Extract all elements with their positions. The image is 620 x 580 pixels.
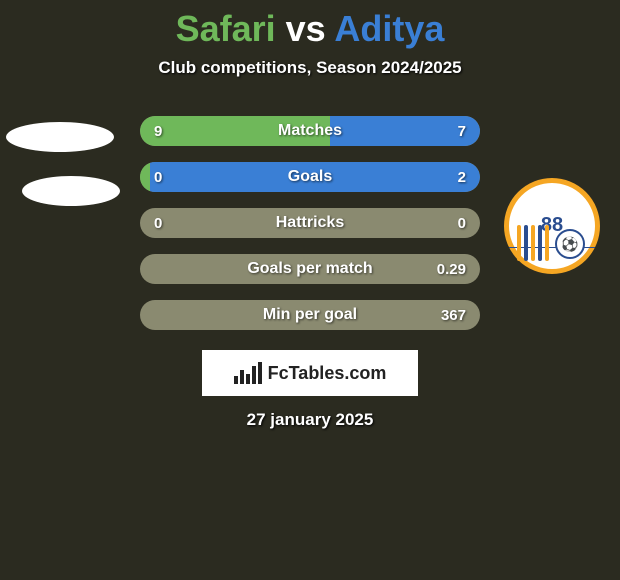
stat-value-left: 0 xyxy=(154,215,162,232)
player2-name: Aditya xyxy=(334,8,444,49)
club-badge: 88 ⚽ xyxy=(504,178,600,274)
stat-label: Matches xyxy=(140,122,480,140)
stat-label: Min per goal xyxy=(140,306,480,324)
stat-label: Goals per match xyxy=(140,260,480,278)
player1-name: Safari xyxy=(176,8,276,49)
badge-stripes xyxy=(517,225,549,261)
stat-row: Min per goal367 xyxy=(140,300,480,330)
stat-label: Goals xyxy=(140,168,480,186)
stat-value-right: 7 xyxy=(458,123,466,140)
stat-row: Matches9 7 xyxy=(140,116,480,146)
badge-stripe xyxy=(524,225,528,261)
stat-row: Hattricks0 0 xyxy=(140,208,480,238)
brand-logo: FcTables.com xyxy=(202,350,418,396)
decor-ellipse xyxy=(22,176,120,206)
brand-text: FcTables.com xyxy=(268,363,387,384)
badge-stripe xyxy=(517,225,521,261)
stat-value-left: 0 xyxy=(154,169,162,186)
stat-label: Hattricks xyxy=(140,214,480,232)
page-title: Safari vs Aditya xyxy=(0,0,620,50)
subtitle: Club competitions, Season 2024/2025 xyxy=(0,58,620,78)
badge-stripe xyxy=(545,225,549,261)
bars-icon xyxy=(234,362,262,384)
stat-row: Goals per match0.29 xyxy=(140,254,480,284)
stat-value-right: 2 xyxy=(458,169,466,186)
badge-stripe xyxy=(531,225,535,261)
stat-value-right: 367 xyxy=(441,307,466,324)
soccer-ball-icon: ⚽ xyxy=(555,229,585,259)
stat-row: Goals0 2 xyxy=(140,162,480,192)
stat-value-right: 0 xyxy=(458,215,466,232)
vs-text: vs xyxy=(286,8,326,49)
badge-stripe xyxy=(538,225,542,261)
stat-value-right: 0.29 xyxy=(437,261,466,278)
footer-date: 27 january 2025 xyxy=(0,410,620,430)
decor-ellipse xyxy=(6,122,114,152)
stat-value-left: 9 xyxy=(154,123,162,140)
